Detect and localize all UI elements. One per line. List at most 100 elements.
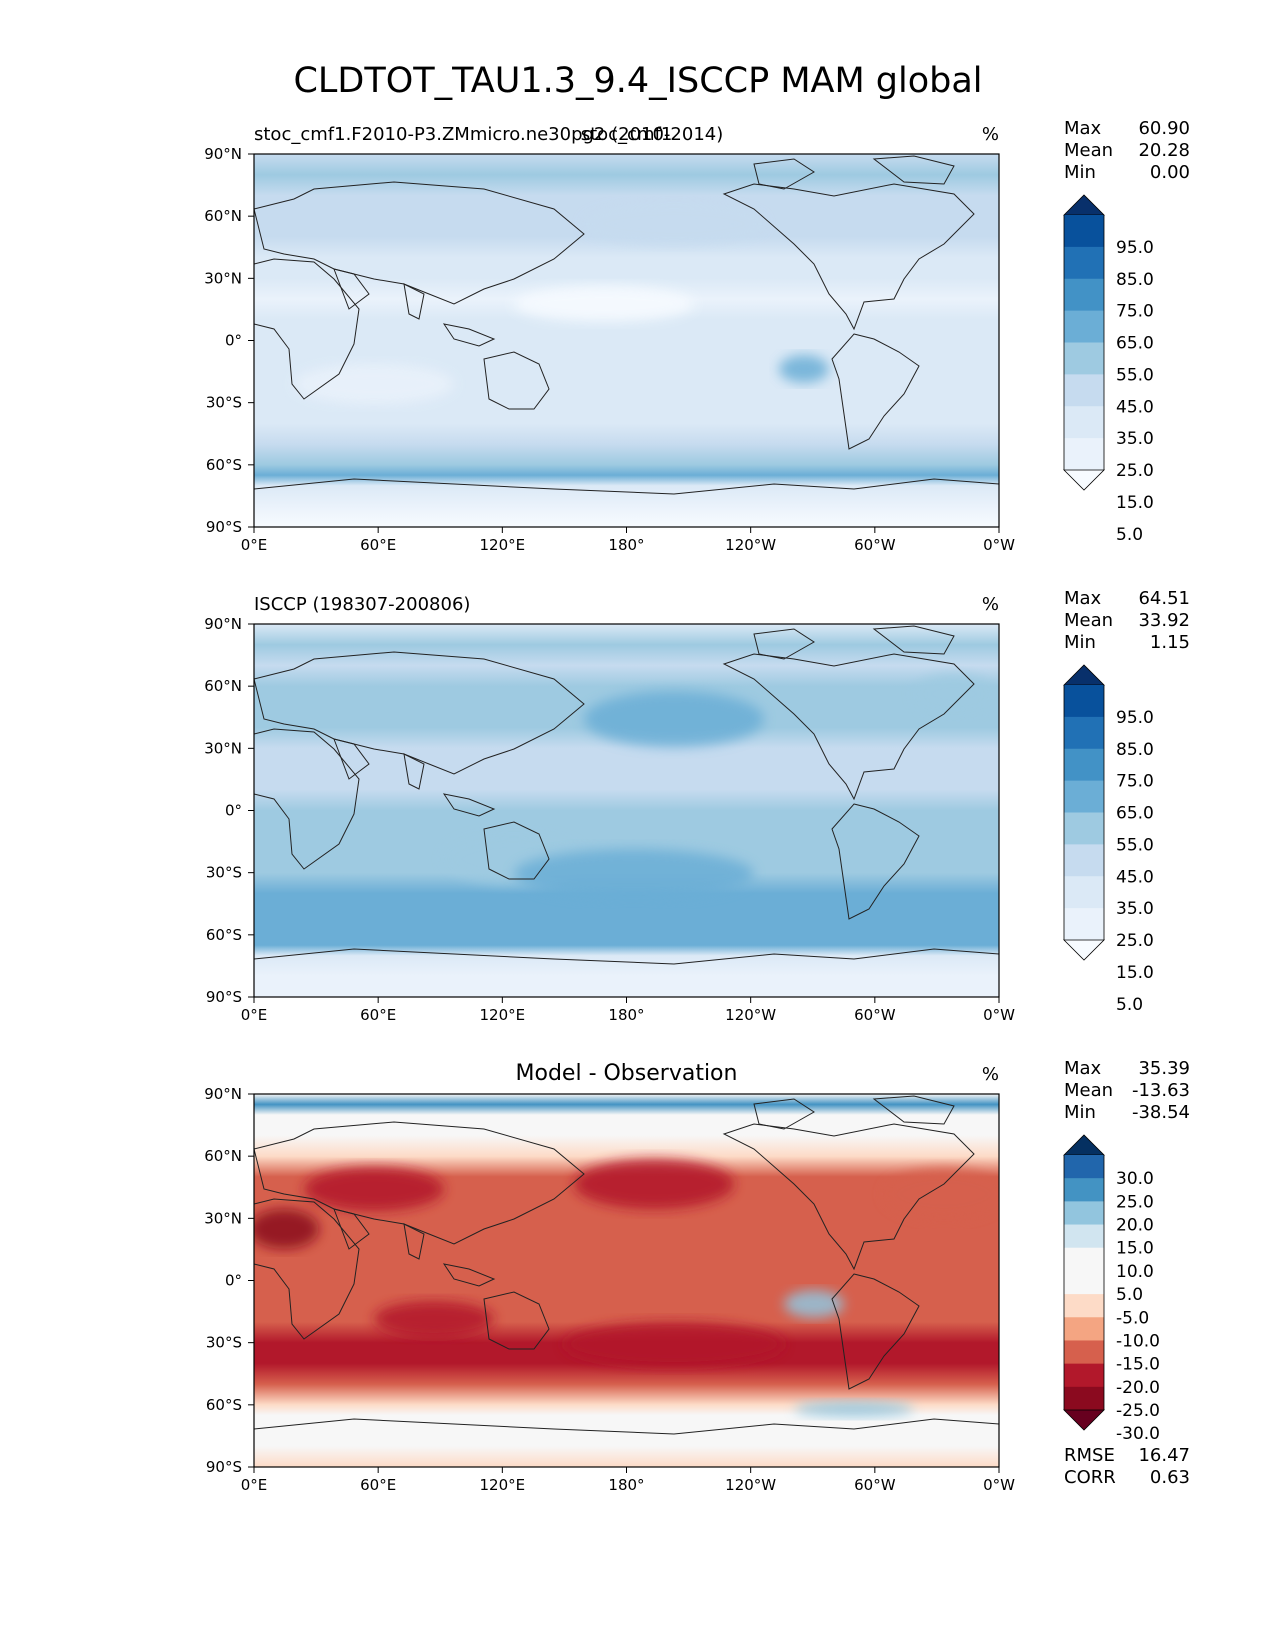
colorbar-label: 20.0 bbox=[1116, 1216, 1154, 1236]
colorbar-label: 25.0 bbox=[1116, 931, 1154, 951]
stat-label: RMSE bbox=[1064, 1445, 1115, 1466]
stat-value: 35.39 bbox=[1138, 1058, 1190, 1079]
colorbar-label: 95.0 bbox=[1116, 238, 1154, 258]
x-tick-label: 0°E bbox=[241, 1476, 268, 1494]
stat-value: 1.15 bbox=[1150, 632, 1190, 653]
colorbar-outline bbox=[1063, 1155, 1105, 1410]
colorbar-segment bbox=[1064, 215, 1104, 248]
colorbar-extend-max bbox=[1063, 1134, 1105, 1156]
colorbar-segment bbox=[1064, 1155, 1104, 1179]
field-patch bbox=[779, 355, 829, 383]
x-tick-label: 0°E bbox=[241, 1006, 268, 1024]
field-patch bbox=[564, 1322, 784, 1366]
y-tick-label: 90°S bbox=[206, 518, 242, 536]
colorbar-segment bbox=[1064, 342, 1104, 375]
colorbar-label: 45.0 bbox=[1116, 397, 1154, 417]
stat-value: 0.00 bbox=[1150, 162, 1190, 183]
colorbar-label: -20.0 bbox=[1116, 1378, 1160, 1398]
colorbar-extend-max bbox=[1063, 664, 1105, 686]
y-tick-label: 90°S bbox=[206, 1458, 242, 1476]
colorbar-label: -10.0 bbox=[1116, 1331, 1160, 1351]
colorbar-label: 65.0 bbox=[1116, 804, 1154, 824]
colorbar-label: 55.0 bbox=[1116, 835, 1154, 855]
field-patch bbox=[254, 1209, 319, 1249]
y-tick-label: 60°N bbox=[204, 207, 242, 225]
map-field-1 bbox=[254, 154, 999, 527]
x-tick-label: 180° bbox=[608, 536, 644, 554]
colorbar-label: -30.0 bbox=[1116, 1424, 1160, 1444]
x-tick-label: 60°W bbox=[854, 1476, 896, 1494]
colorbar-segment bbox=[1064, 780, 1104, 813]
colorbar-outline bbox=[1063, 685, 1105, 940]
colorbar-segment bbox=[1064, 844, 1104, 877]
y-tick-label: 60°N bbox=[204, 1147, 242, 1165]
colorbar-label: 15.0 bbox=[1116, 963, 1154, 983]
colorbar-label: 65.0 bbox=[1116, 334, 1154, 354]
x-tick-label: 60°E bbox=[360, 1006, 396, 1024]
panel-left-title: stoc_cmf1.F2010-P3.ZMmicro.ne30pg2 (2010… bbox=[254, 124, 723, 145]
colorbar-label: 30.0 bbox=[1116, 1169, 1154, 1189]
colorbar: 30.0 25.0 20.0 15.0 10.0 5.0 -5.0 -10.0 -15.0 -20… bbox=[1063, 1134, 1160, 1444]
panel-3: 0°E 60°E 120°E 180° 120°W 60°W 0°W 90°N 60°N 30°N… bbox=[204, 1058, 1190, 1494]
x-tick-label: 120°E bbox=[480, 1006, 526, 1024]
stat-value: 60.90 bbox=[1138, 118, 1190, 139]
field-patch bbox=[514, 849, 754, 899]
x-tick-label: 0°W bbox=[983, 1006, 1015, 1024]
panel-1: 0°E 60°E 120°E 180° 120°W 60°W 0°W 90°N 60°N 30°N… bbox=[204, 118, 1190, 554]
x-tick-label: 0°W bbox=[983, 1476, 1015, 1494]
colorbar-label: 35.0 bbox=[1116, 429, 1154, 449]
colorbar-segment bbox=[1064, 438, 1104, 471]
stat-value: 20.28 bbox=[1138, 140, 1190, 161]
stat-label: CORR bbox=[1064, 1467, 1116, 1488]
x-tick-label: 120°W bbox=[725, 536, 776, 554]
colorbar-label: 75.0 bbox=[1116, 772, 1154, 792]
field-patch bbox=[584, 691, 764, 747]
colorbar-label: -25.0 bbox=[1116, 1401, 1160, 1421]
y-tick-label: 30°S bbox=[206, 1334, 242, 1352]
colorbar-label: 95.0 bbox=[1116, 708, 1154, 728]
x-tick-label: 0°W bbox=[983, 536, 1015, 554]
field-patch bbox=[884, 1169, 999, 1219]
colorbar-segment bbox=[1064, 685, 1104, 718]
colorbar-extend-max bbox=[1063, 194, 1105, 216]
y-tick-label: 30°S bbox=[206, 394, 242, 412]
field-patch bbox=[374, 1301, 494, 1337]
y-tick-label: 60°S bbox=[206, 456, 242, 474]
y-tick-label: 30°N bbox=[204, 269, 242, 287]
x-tick-label: 120°E bbox=[480, 1476, 526, 1494]
stat-label: Min bbox=[1064, 632, 1096, 653]
y-tick-label: 0° bbox=[225, 1272, 242, 1290]
y-tick-label: 30°S bbox=[206, 864, 242, 882]
field-patch bbox=[574, 1159, 734, 1209]
colorbar-label: 5.0 bbox=[1116, 1285, 1143, 1305]
y-tick-label: 60°S bbox=[206, 926, 242, 944]
panel-center-title: Model - Observation bbox=[516, 1061, 738, 1086]
x-tick-label: 120°W bbox=[725, 1006, 776, 1024]
stat-value: 64.51 bbox=[1138, 588, 1190, 609]
colorbar-segment bbox=[1064, 1317, 1104, 1341]
colorbar-segment bbox=[1064, 876, 1104, 909]
figure-title: CLDTOT_TAU1.3_9.4_ISCCP MAM global bbox=[293, 61, 982, 101]
colorbar-segment bbox=[1064, 748, 1104, 782]
x-tick-label: 60°E bbox=[360, 536, 396, 554]
x-tick-label: 180° bbox=[608, 1006, 644, 1024]
colorbar-label: 85.0 bbox=[1116, 270, 1154, 290]
x-tick-label: 60°W bbox=[854, 536, 896, 554]
colorbar-extend-min bbox=[1063, 939, 1105, 961]
stat-label: Max bbox=[1064, 1058, 1102, 1079]
colorbar-segment bbox=[1064, 716, 1104, 750]
y-tick-label: 0° bbox=[225, 332, 242, 350]
y-tick-label: 30°N bbox=[204, 739, 242, 757]
y-tick-label: 60°N bbox=[204, 677, 242, 695]
colorbar-segment bbox=[1064, 278, 1104, 312]
colorbar-extend-min bbox=[1063, 469, 1105, 491]
colorbar-segment bbox=[1064, 1201, 1104, 1226]
y-tick-label: 0° bbox=[225, 802, 242, 820]
colorbar-label: 10.0 bbox=[1116, 1262, 1154, 1282]
colorbar-segment bbox=[1064, 812, 1104, 845]
x-tick-label: 120°E bbox=[480, 536, 526, 554]
colorbar-segment bbox=[1064, 1247, 1104, 1272]
x-tick-label: 60°E bbox=[360, 1476, 396, 1494]
colorbar-segment bbox=[1064, 1270, 1104, 1295]
panel-center-title: stoc_cmf1 bbox=[581, 124, 673, 145]
